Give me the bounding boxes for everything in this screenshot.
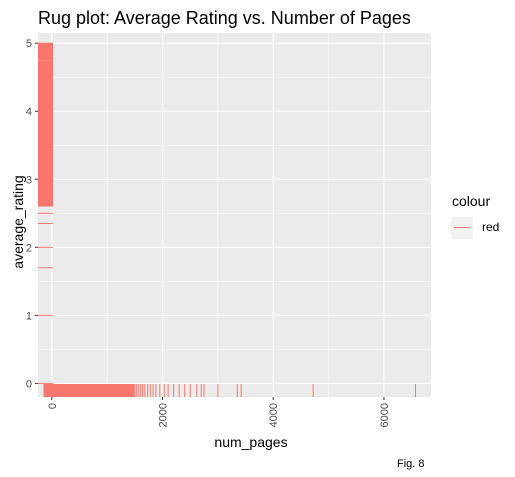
x-tick-label: 0: [47, 403, 59, 409]
figure-caption: Fig. 8: [397, 458, 425, 470]
y-tick-label: 2: [26, 242, 32, 254]
y-tick-label: 4: [26, 106, 32, 118]
y-tick-label: 0: [26, 378, 32, 390]
y-rug-band: [38, 43, 53, 60]
legend-label: red: [482, 220, 499, 234]
legend-key-line: [454, 227, 470, 228]
y-tick-label: 3: [26, 174, 32, 186]
chart-title: Rug plot: Average Rating vs. Number of P…: [38, 8, 411, 29]
legend-title: colour: [452, 193, 490, 209]
y-tick-label: 1: [26, 310, 32, 322]
x-tick-label: 6000: [379, 403, 391, 427]
x-tick-label: 4000: [268, 403, 280, 427]
y-rug-band: [38, 60, 53, 162]
plot-panel: [38, 33, 431, 397]
y-axis-label: average_rating: [10, 175, 26, 268]
legend-key: [451, 217, 473, 239]
y-tick-label: 5: [26, 38, 32, 50]
x-tick-label: 2000: [158, 403, 170, 427]
x-axis-label: num_pages: [191, 434, 311, 450]
x-rug-band: [44, 384, 135, 397]
